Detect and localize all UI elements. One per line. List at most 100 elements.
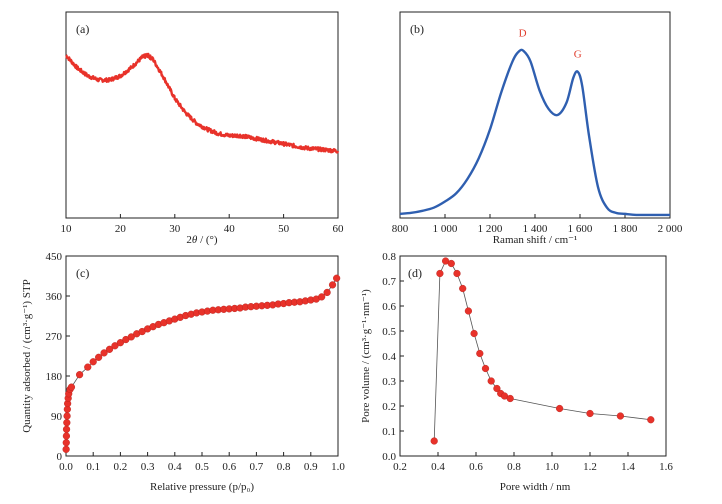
panel-d-y-tick-label: 0.8	[382, 251, 396, 263]
panel-d-y-tick-label: 0.7	[382, 276, 396, 288]
panel-a-x-tick-label: 50	[278, 223, 290, 235]
panel-d-data-point	[459, 284, 467, 293]
panel-c-data-point	[318, 293, 326, 301]
panel-c-frame	[65, 255, 339, 457]
panel-d-data-point	[616, 412, 625, 420]
panel-c-x-tick-label: 0.6	[222, 461, 236, 473]
panel-d-data-point	[430, 437, 438, 445]
panel-d-label: (d)	[408, 266, 422, 280]
panel-c-x-tick-label: 0.7	[250, 461, 264, 473]
panel-c-x-tick-label: 1.0	[331, 461, 345, 473]
panel-c-y-tick-label: 180	[46, 371, 63, 383]
panel-c-data-point	[62, 445, 70, 453]
panel-c-data-point	[95, 353, 103, 361]
panel-c-x-tick-label: 0.4	[168, 461, 182, 473]
panel-c-data-point	[111, 342, 119, 350]
panel-b-frame	[399, 11, 671, 219]
panel-d-y-tick-label: 0.4	[382, 351, 396, 363]
panel-c-data-point	[105, 345, 114, 353]
panel-c-data-point	[127, 333, 135, 341]
panel-b-series-line	[399, 48, 670, 217]
panel-a-xrd-chart: (a) 10 20 30 40 50 60 2θ / (°)	[61, 11, 345, 246]
panel-d-x-tick-label: 1.0	[545, 461, 559, 473]
panel-c-y-axis-label: Quantity adsorbed / (cm³·g⁻¹) STP	[21, 279, 33, 433]
panel-b-x-tick-label: 1 400	[523, 223, 548, 235]
panel-d-y-tick-label: 0.0	[382, 451, 396, 463]
panel-d-x-tick-label: 1.6	[659, 461, 673, 473]
panel-d-y-tick-label: 0.2	[382, 401, 396, 413]
panel-c-data-point	[89, 358, 97, 366]
panel-d-x-tick-label: 0.8	[507, 461, 521, 473]
panel-c-y-tick-label: 0	[57, 451, 63, 463]
panel-a-x-axis-label: 2θ / (°)	[186, 234, 218, 246]
panel-c-data-point	[328, 281, 337, 289]
panel-d-x-tick-label: 0.6	[469, 461, 483, 473]
panel-d-x-axis-label: Pore width / nm	[500, 481, 571, 493]
panel-d-data-point	[476, 349, 484, 358]
panel-c-label: (c)	[76, 266, 89, 280]
panel-c-y-tick-label: 270	[46, 331, 63, 343]
panel-c-data-point	[67, 383, 76, 391]
panel-d-x-tick-label: 0.4	[431, 461, 445, 473]
panel-d-data-point	[436, 269, 444, 278]
panel-b-x-tick-label: 1 000	[433, 223, 458, 235]
panel-d-pore-size-chart: (d) 0.2 0.4 0.6 0.8 1.0 1.2 1.4 1.6 0.0 0.1 0.2 0.3…	[360, 251, 673, 493]
panel-d-y-tick-label: 0.1	[382, 426, 396, 438]
panel-b-x-tick-label: 800	[392, 223, 409, 235]
panel-c-data-point	[62, 425, 71, 433]
panel-c-x-tick-label: 0.9	[304, 461, 318, 473]
panel-c-x-tick-label: 0.5	[195, 461, 209, 473]
panel-d-data-point	[647, 416, 655, 424]
panel-c-data-point	[100, 349, 108, 357]
panel-c-data-point	[323, 288, 331, 297]
panel-d-data-point	[487, 377, 495, 385]
panel-c-y-tick-label: 90	[51, 411, 63, 423]
panel-a-plot-area: 10 20 30 40 50 60	[61, 52, 345, 235]
panel-a-x-tick-label: 60	[333, 223, 345, 235]
panel-d-y-tick-label: 0.5	[382, 326, 396, 338]
panel-b-annotation: G	[574, 48, 582, 60]
panel-b-raman-chart: (b) 800 1 000 1 200 1 400 1 600 1 800 2 000DG …	[392, 11, 683, 246]
panel-c-x-tick-label: 0.8	[277, 461, 291, 473]
panel-d-y-tick-label: 0.3	[382, 376, 396, 388]
panel-b-plot-area: 800 1 000 1 200 1 400 1 600 1 800 2 000 D G	[392, 28, 683, 235]
panel-b-x-tick-label: 1 800	[613, 223, 638, 235]
panel-c-x-tick-label: 0.0	[59, 461, 73, 473]
panel-c-x-tick-label: 0.3	[141, 461, 155, 473]
panel-b-x-tick-label: 1 200	[478, 223, 503, 235]
panel-c-data-point	[116, 339, 125, 347]
panel-d-plot-area: 0.2 0.4 0.6 0.8 1.0 1.2 1.4 1.6 0.0 0.1 0.2 0.3 0.4 0…	[382, 251, 673, 473]
panel-d-frame	[399, 255, 667, 457]
panel-a-label: (a)	[76, 22, 89, 36]
panel-a-x-tick-label: 40	[224, 223, 236, 235]
panel-a-x-tick-label: 20	[115, 223, 127, 235]
panel-d-x-tick-label: 1.4	[621, 461, 635, 473]
panel-c-data-point	[63, 412, 71, 420]
panel-d-x-tick-label: 0.2	[393, 461, 407, 473]
panel-c-data-point	[63, 419, 71, 427]
panel-b-x-tick-label: 1 600	[568, 223, 593, 235]
panel-c-data-point	[84, 363, 92, 371]
panel-a-x-tick-label: 10	[61, 223, 73, 235]
panel-d-data-point	[506, 394, 514, 403]
panel-c-data-point	[62, 432, 71, 440]
panel-a-series-line	[65, 52, 340, 154]
panel-c-isotherm-chart: (c) 0.0 0.1 0.2 0.3 0.4 0.5 0.6 0.7 0.8 0.9 1.0 0 90…	[21, 251, 345, 493]
panel-d-y-tick-label: 0.6	[382, 301, 396, 313]
panel-b-x-tick-label: 2 000	[658, 223, 683, 235]
panel-d-data-point	[555, 404, 564, 413]
panel-c-x-tick-label: 0.1	[86, 461, 100, 473]
panel-d-y-axis-label: Pore volume / (cm³·g⁻¹·nm⁻¹)	[360, 289, 372, 423]
panel-d-data-point	[481, 364, 490, 373]
panel-b-label: (b)	[410, 22, 424, 36]
panel-d-data-point	[453, 269, 461, 278]
panel-c-x-tick-label: 0.2	[114, 461, 128, 473]
panel-b-x-axis-label: Raman shift / cm⁻¹	[493, 234, 578, 246]
panel-c-x-axis-label: Relative pressure (p/p₀)	[150, 481, 254, 493]
panel-c-y-tick-label: 360	[46, 291, 63, 303]
panel-d-data-point	[447, 259, 455, 268]
panel-a-x-tick-label: 30	[169, 223, 181, 235]
panel-d-data-point	[470, 329, 478, 338]
panel-d-data-point	[464, 307, 473, 315]
